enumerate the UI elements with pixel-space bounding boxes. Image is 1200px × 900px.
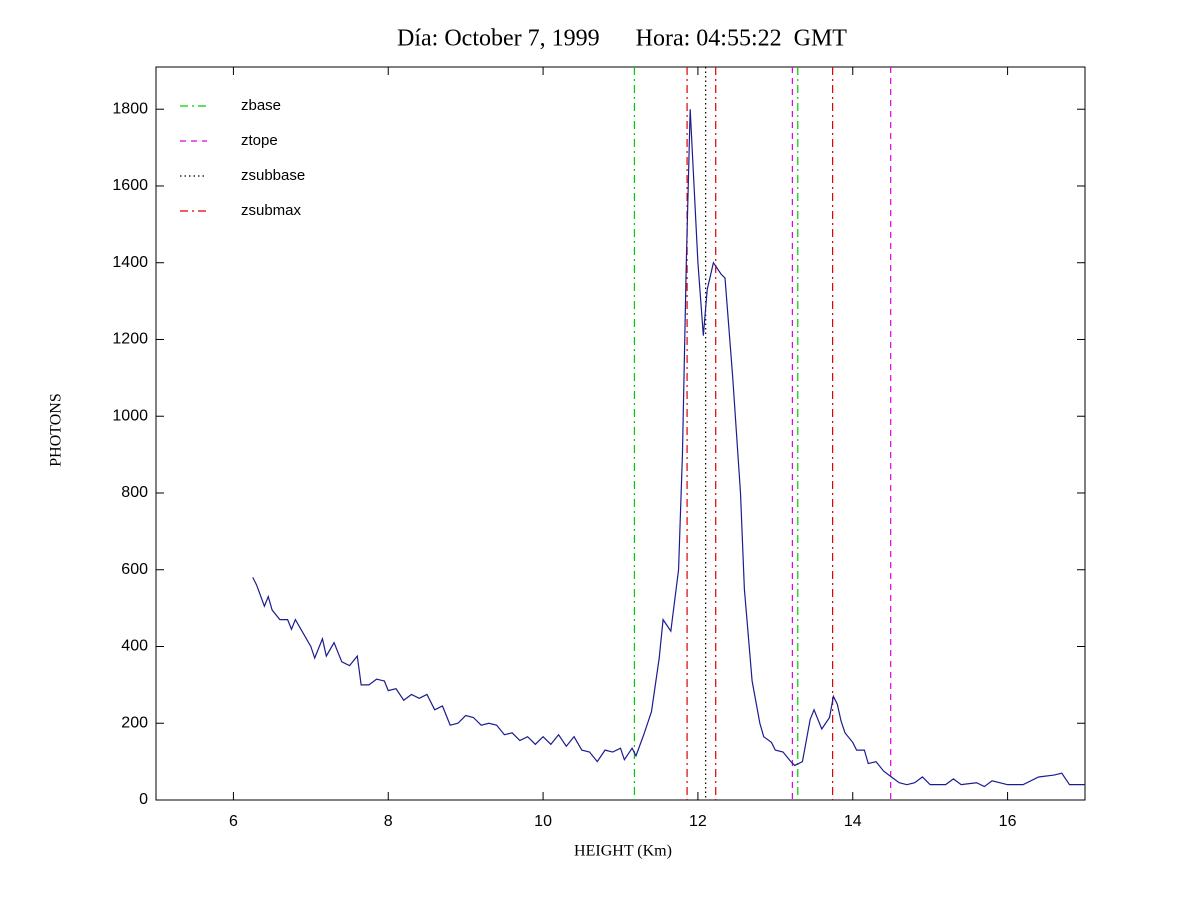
y-tick-label: 600 xyxy=(121,561,148,578)
y-tick-label: 800 xyxy=(121,484,148,501)
x-axis-label: HEIGHT (Km) xyxy=(574,843,672,860)
chart-title: Día: October 7, 1999 Hora: 04:55:22 GMT xyxy=(397,26,847,52)
x-tick-label: 10 xyxy=(534,813,552,830)
y-tick-label: 1600 xyxy=(112,177,148,194)
data-line xyxy=(252,109,1085,788)
y-tick-label: 1800 xyxy=(112,100,148,117)
legend-label: zsubmax xyxy=(241,202,302,219)
x-tick-label: 14 xyxy=(844,813,862,830)
x-tick-label: 8 xyxy=(384,813,393,830)
y-tick-label: 1400 xyxy=(112,254,148,271)
x-tick-label: 16 xyxy=(999,813,1017,830)
y-tick-label: 0 xyxy=(139,791,148,808)
y-tick-label: 400 xyxy=(121,638,148,655)
y-tick-label: 1000 xyxy=(112,407,148,424)
legend-label: zsubbase xyxy=(241,167,305,184)
x-tick-label: 6 xyxy=(229,813,238,830)
x-tick-label: 12 xyxy=(689,813,707,830)
y-tick-label: 1200 xyxy=(112,331,148,348)
plot-frame xyxy=(155,66,1086,801)
y-tick-label: 200 xyxy=(121,714,148,731)
legend-label: ztope xyxy=(241,132,278,149)
legend-label: zbase xyxy=(241,97,281,114)
y-axis-label: PHOTONS xyxy=(48,393,65,467)
